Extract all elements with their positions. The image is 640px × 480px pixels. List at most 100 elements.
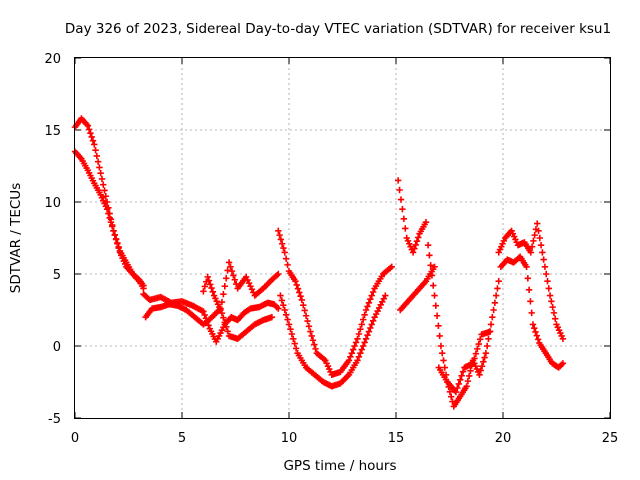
y-axis-label: SDTVAR / TECUs [8,183,24,293]
data-point [205,277,213,284]
data-point [311,341,318,348]
data-point [424,242,432,249]
data-point [478,362,486,370]
data-point [534,220,541,227]
data-point [109,223,116,230]
plot-frame [74,57,611,419]
data-point [411,245,418,252]
grid [75,58,610,418]
data-point [537,242,545,249]
x-tick-label: 20 [495,431,512,446]
data-point [481,354,488,361]
data-point [302,312,310,319]
data-point [91,141,98,148]
data-point [228,267,236,275]
data-point [221,319,228,326]
data-point [88,133,95,141]
data-point [87,129,94,137]
data-point [292,278,299,285]
data-point [293,281,300,289]
data-point [430,282,437,289]
data-point [364,303,371,310]
data-point [452,388,460,396]
data-points [71,115,567,410]
data-point [110,227,117,234]
data-point [278,240,286,247]
data-point [96,164,103,171]
data-point [285,321,293,328]
data-point [231,276,238,283]
data-point [432,302,440,309]
data-point [436,332,443,340]
data-point [305,323,313,330]
data-point [277,292,284,299]
data-point [369,317,377,324]
data-point [533,332,541,339]
data-point [361,339,368,346]
data-point [487,321,495,328]
data-point [495,278,502,285]
data-point [298,296,306,304]
data-point [220,290,227,298]
series-group [435,328,494,396]
data-point [548,298,555,305]
data-point [477,367,484,374]
x-axis-label: GPS time / hours [283,458,396,474]
data-point [102,193,110,200]
data-point [358,321,365,328]
data-point [365,299,373,306]
data-point [312,345,319,353]
data-point [275,270,282,278]
data-point [292,345,300,352]
data-point [543,270,550,278]
data-point [369,288,377,296]
data-point [291,340,298,347]
data-point [531,231,538,239]
data-point [247,283,254,290]
data-point [268,314,276,321]
data-point [549,303,556,311]
data-point [486,328,494,335]
data-point [455,380,462,388]
data-point [278,297,286,304]
data-point [221,283,228,290]
data-point [546,292,554,299]
data-point [396,186,403,194]
data-point [100,181,107,188]
data-point [284,316,291,323]
data-point [352,339,360,346]
data-point [208,284,215,292]
data-point [536,234,544,242]
data-point [217,306,224,314]
data-point [367,324,374,332]
data-point [287,326,294,333]
data-point [105,210,112,217]
data-point [559,335,567,342]
data-point [103,206,111,213]
data-point [204,273,211,281]
data-point [528,243,536,250]
data-point [492,292,500,299]
series-group [397,263,438,314]
data-point [364,332,371,339]
data-point [115,244,122,252]
data-point [97,170,104,177]
data-point [545,285,552,292]
data-point [223,275,230,282]
data-point [483,342,491,350]
data-point [469,360,477,367]
data-point [439,350,446,357]
data-point [282,255,290,262]
data-point [357,326,364,333]
data-point [471,355,478,362]
data-point [435,322,442,330]
data-point [482,350,490,357]
data-point [531,324,538,332]
data-point [415,234,422,241]
data-point [245,279,253,287]
data-point [412,241,419,249]
data-point [532,328,539,336]
data-point [413,237,421,245]
series-group [497,253,567,371]
